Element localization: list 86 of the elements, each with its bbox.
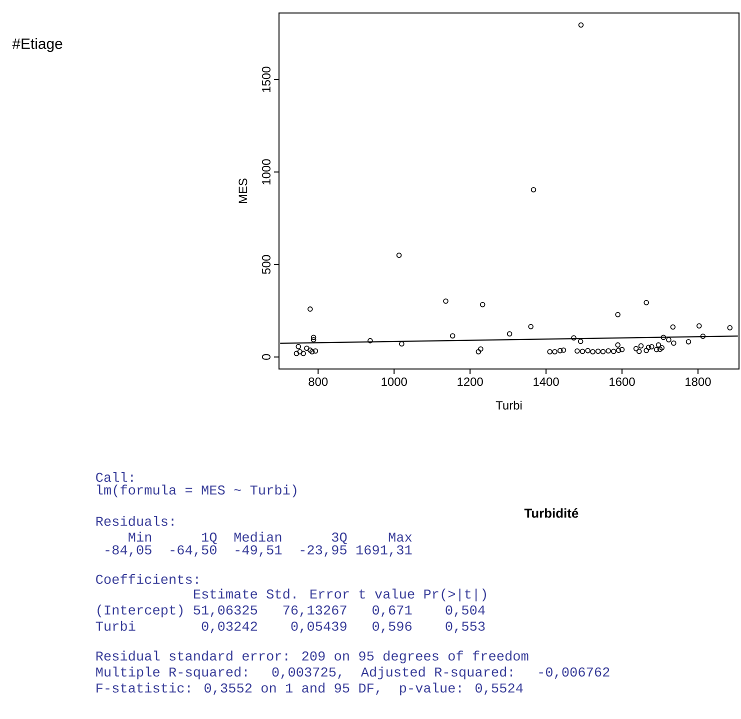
x-tick-label: 1200 (458, 378, 483, 386)
point (368, 338, 373, 344)
point (686, 339, 692, 344)
point (296, 344, 302, 350)
point (727, 325, 733, 330)
text: F-statistic: 0,3552 on 1 and 95 DF, p-value: 0,5524 (96, 682, 523, 696)
point (659, 345, 665, 350)
point (657, 346, 663, 352)
point (308, 306, 313, 312)
y-tick-label: 500 (262, 254, 270, 274)
text: Min 1Q Median 3Q Max (128, 532, 412, 544)
point (552, 349, 558, 354)
point (580, 348, 586, 354)
point (528, 324, 534, 330)
point (578, 22, 584, 28)
point (644, 300, 649, 306)
point (616, 348, 622, 353)
point (399, 341, 404, 346)
point (666, 337, 672, 342)
point (595, 348, 601, 354)
point (294, 350, 300, 356)
point (308, 347, 313, 353)
point (547, 349, 552, 354)
x-tick-label: 1400 (534, 378, 559, 386)
point (644, 348, 649, 354)
text: Residual standard error: 209 on 95 degrees of freedom (96, 650, 528, 664)
text: Turbi 0,03242 0,05439 0,596 0,553 (96, 620, 485, 634)
point (506, 331, 512, 336)
point (696, 323, 702, 329)
point (615, 342, 620, 348)
point (619, 346, 625, 352)
text: -84,05 -64,50 -49,51 -23,95 1691,31 (106, 545, 412, 557)
point (590, 349, 596, 354)
point (304, 346, 310, 351)
point (476, 349, 482, 354)
y-tick-label: 1000 (262, 159, 270, 184)
point (480, 302, 486, 308)
point (574, 348, 580, 354)
point (700, 334, 706, 339)
x-tick-label: 800 (308, 378, 328, 386)
point (615, 312, 620, 318)
point (530, 187, 536, 192)
x-tick-label: 1600 (610, 378, 635, 386)
point (443, 298, 448, 304)
point (557, 348, 563, 354)
point (670, 324, 676, 330)
text: Turbidité (524, 508, 578, 518)
point (312, 348, 318, 354)
point (571, 335, 576, 341)
text: Estimate Std. Error t value Pr(>|t|) (194, 588, 486, 602)
text: Coefficients: (96, 574, 198, 584)
point (310, 337, 316, 342)
point (578, 338, 584, 344)
point (309, 349, 315, 354)
y-tick-label: 0 (262, 354, 270, 360)
text: (Intercept) 51,06325 76,13267 0,671 0,504 (98, 604, 485, 618)
point (560, 347, 566, 353)
point (300, 350, 306, 356)
point (654, 346, 660, 352)
point (478, 346, 484, 352)
point (646, 344, 652, 350)
point (450, 333, 456, 339)
text: Multiple R-squared: 0,003725, Adjusted R-squared: -0,006762 (96, 666, 610, 680)
point (396, 252, 402, 258)
y-axis-title: MES (238, 178, 248, 203)
point (606, 348, 611, 354)
point (611, 348, 616, 354)
point (310, 334, 316, 340)
point (638, 343, 644, 349)
point (600, 348, 606, 354)
text: #Etiage (12, 38, 62, 52)
y-tick-label: 1500 (262, 66, 270, 92)
point (656, 342, 662, 348)
point (585, 348, 590, 354)
point (649, 344, 654, 350)
point (671, 340, 676, 346)
text: Residuals: (96, 516, 174, 526)
x-tick-label: 1800 (686, 378, 711, 386)
text: lm(formula = MES ~ Turbi) (97, 484, 296, 498)
point (660, 334, 666, 340)
text: Call: (96, 472, 133, 482)
point (636, 348, 642, 354)
point (297, 349, 303, 354)
x-axis-title: Turbi (496, 400, 522, 410)
x-tick-label: 1000 (382, 378, 407, 386)
point (633, 346, 639, 352)
